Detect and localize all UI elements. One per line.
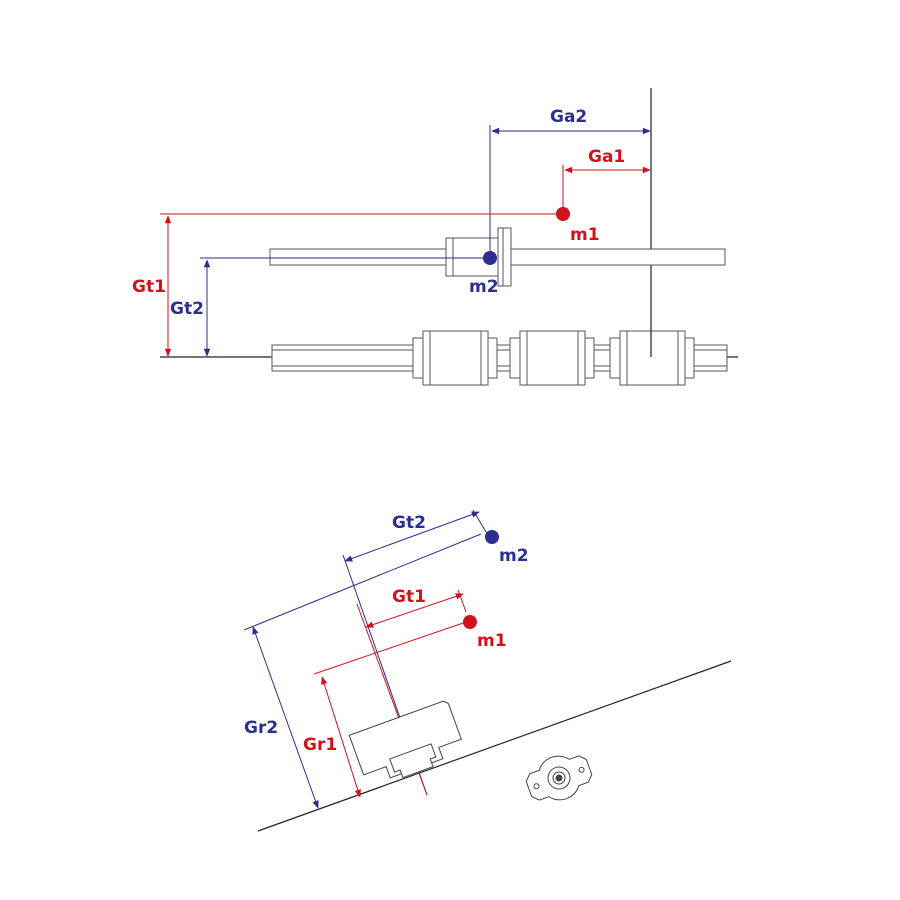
- ball-screw-nut-end-view: [525, 755, 593, 801]
- carriage-block-profile: [348, 700, 462, 779]
- inclined-surface-line: [257, 660, 732, 832]
- carriage-block-3: [609, 330, 695, 386]
- gt1-inclined-label: Gt1: [392, 587, 426, 607]
- gr1-label: Gr1: [303, 735, 337, 755]
- ga2-label: Ga2: [550, 107, 587, 127]
- mass-m2-point: [483, 251, 497, 265]
- top-view: Ga2 Ga1 m1 m2 Gt1 Gt2: [132, 88, 738, 386]
- ga1-label: Ga1: [588, 147, 625, 167]
- gt1-label: Gt1: [132, 277, 166, 297]
- gt1-inclined-dimension-arrow: [365, 593, 464, 628]
- ball-screw-nut: [445, 227, 512, 287]
- carriage-block-1: [412, 330, 498, 386]
- mass-m2-point-inclined: [485, 530, 499, 544]
- carriage-block-2: [509, 330, 595, 386]
- mass-m1-point: [556, 207, 570, 221]
- gr1-dimension-arrow: [321, 676, 361, 798]
- m1-label: m1: [570, 225, 600, 245]
- gt2-inclined-label: Gt2: [392, 513, 426, 533]
- gr2-dimension-arrow: [252, 626, 319, 809]
- gt2-label: Gt2: [170, 299, 204, 319]
- m2-inclined-label: m2: [499, 546, 529, 566]
- m1-inclined-label: m1: [477, 631, 507, 651]
- bottom-view: Gt2 m2 Gt1 m1 Gr2 Gr1: [243, 509, 732, 832]
- mass-m1-point-inclined: [463, 615, 477, 629]
- m2-label: m2: [469, 277, 499, 297]
- gr2-label: Gr2: [244, 718, 278, 738]
- gt2-inclined-dimension-arrow: [344, 511, 480, 562]
